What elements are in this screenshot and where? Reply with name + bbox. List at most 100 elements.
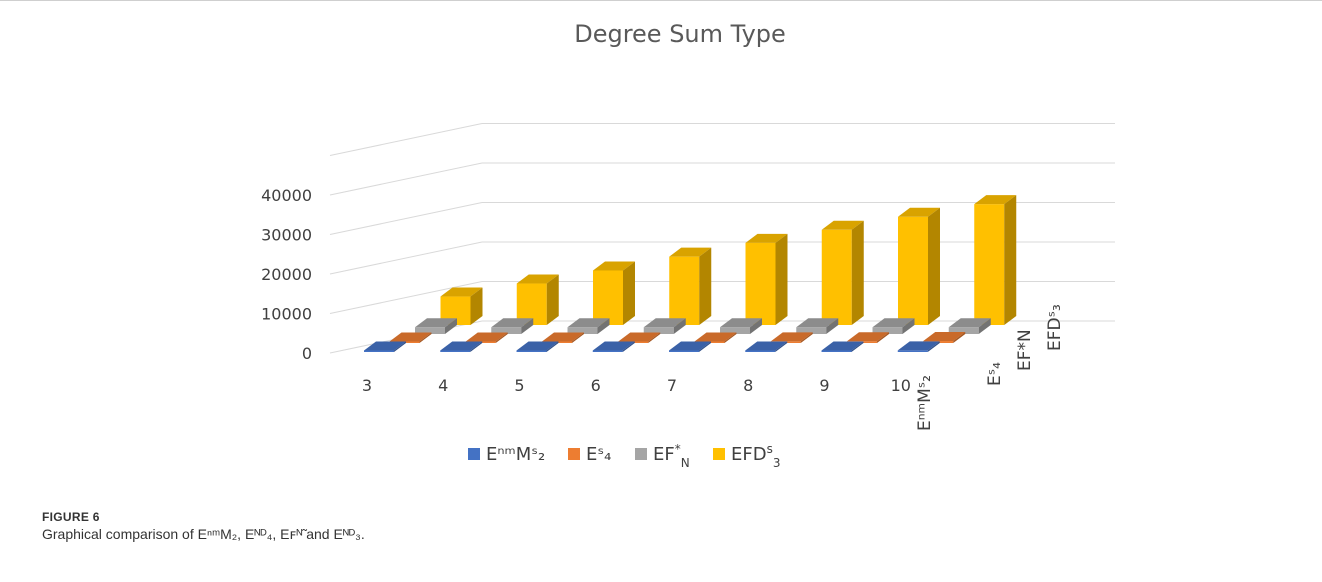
bar-2-3 [643,327,674,334]
bar-side [470,287,483,325]
bar-3-5 [821,229,852,325]
bar-side [572,332,584,343]
bar-top [898,207,940,217]
bar-top [415,318,457,328]
bar-3-2 [593,270,623,325]
bar-side [750,318,762,334]
gridline-side [329,281,483,314]
bar-top [516,341,559,351]
bar-side [623,261,635,325]
bar-2-7 [948,327,979,334]
bar-top [694,332,737,342]
bar-top [796,318,839,328]
bar-side [775,341,788,352]
depth-label-layer: EⁿᵐMˢ₂ Eˢ₄ EF*N EFDˢ₃ [915,304,1065,431]
bar-top [593,261,635,271]
x-tick-label: 3 [362,376,372,395]
bar-top [516,274,559,284]
x-tick-label: 6 [591,376,601,395]
bar-top [440,341,483,351]
bar-top [669,341,711,351]
bar-top [618,332,661,342]
x-tick-label: 8 [743,376,753,395]
bar-side [927,341,940,352]
bar-top [923,332,966,342]
bar-0-1 [440,350,471,352]
bar-side [826,318,839,334]
bar-side [775,233,788,325]
chart-frame: Degree Sum Type 0 10000 20000 30000 40000 3 4… [0,0,1322,470]
legend-label: EⁿᵐMˢ₂ [486,444,545,465]
bar-layer [364,195,1017,352]
y-tick-label: 40000 [261,186,312,205]
bar-side [597,318,610,334]
bar-side [699,247,712,325]
bar-top [720,318,762,328]
bar-2-1 [491,327,522,334]
chart-svg: Degree Sum Type 0 10000 20000 30000 40000 3 4… [261,20,1115,470]
bar-0-3 [592,350,623,352]
bar-side [902,318,915,334]
bar-side [495,332,508,343]
legend: EⁿᵐMˢ₂ Eˢ₄ EF*N EFDs3 [468,442,781,470]
y-tick-label: 0 [302,344,312,363]
x-tick-label: 10 [891,376,911,395]
bar-3-6 [898,216,928,325]
bar-top [465,332,508,342]
bar-top [542,332,584,342]
legend-swatch [635,448,647,460]
gridline-side [329,202,483,235]
legend-swatch [468,448,480,460]
legend-label: EFDs3 [731,442,781,470]
bar-top [389,332,432,342]
bar-side [673,318,686,334]
bar-2-2 [567,327,598,334]
bar-3-7 [974,204,1005,325]
bar-2-5 [796,327,827,334]
bar-top [974,195,1017,205]
bar-0-0 [364,350,394,352]
y-tick-label: 10000 [261,305,312,324]
bar-side [978,318,991,334]
bar-2-6 [872,327,903,334]
bar-side [394,341,406,352]
figure-caption-text: Graphical comparison of EⁿᵐM₂, Eᴺᴰ₄, Eꜰᴺ… [42,526,365,542]
chart-title: Degree Sum Type [574,20,786,48]
bar-3-1 [516,283,547,325]
gridline-side [329,241,483,275]
depth-axis-label: EFDˢ₃ [1045,304,1065,351]
bar-3-4 [745,242,776,325]
depth-axis-label: EⁿᵐMˢ₂ [915,375,935,431]
gridline-side [329,123,483,156]
legend-label: EF*N [653,442,690,470]
bar-top [669,247,712,257]
bar-top [440,287,483,297]
bar-side [851,220,864,325]
y-tick-label: 20000 [261,265,312,284]
bar-side [648,332,661,343]
bar-0-5 [745,350,776,352]
bar-side [851,341,864,352]
y-tick-label: 30000 [261,226,312,245]
bar-side [546,341,559,352]
bar-top [745,341,788,351]
bar-side [928,207,940,325]
figure-label: FIGURE 6 [42,510,100,524]
legend-swatch [713,448,725,460]
x-tick-label: 4 [438,376,448,395]
bar-side [445,318,457,334]
bar-side [724,332,737,343]
bar-side [622,341,635,352]
depth-axis-label: EF*N [1015,329,1035,371]
x-tick-label: 9 [819,376,829,395]
bar-0-7 [897,350,928,352]
x-tick-label: 7 [667,376,677,395]
bar-top [745,233,788,243]
bar-0-2 [516,350,547,352]
bar-top [821,341,864,351]
depth-axis-label: Eˢ₄ [985,362,1005,386]
bar-top [592,341,635,351]
bar-side [953,332,966,343]
bar-top [770,332,813,342]
bar-top [948,318,991,328]
